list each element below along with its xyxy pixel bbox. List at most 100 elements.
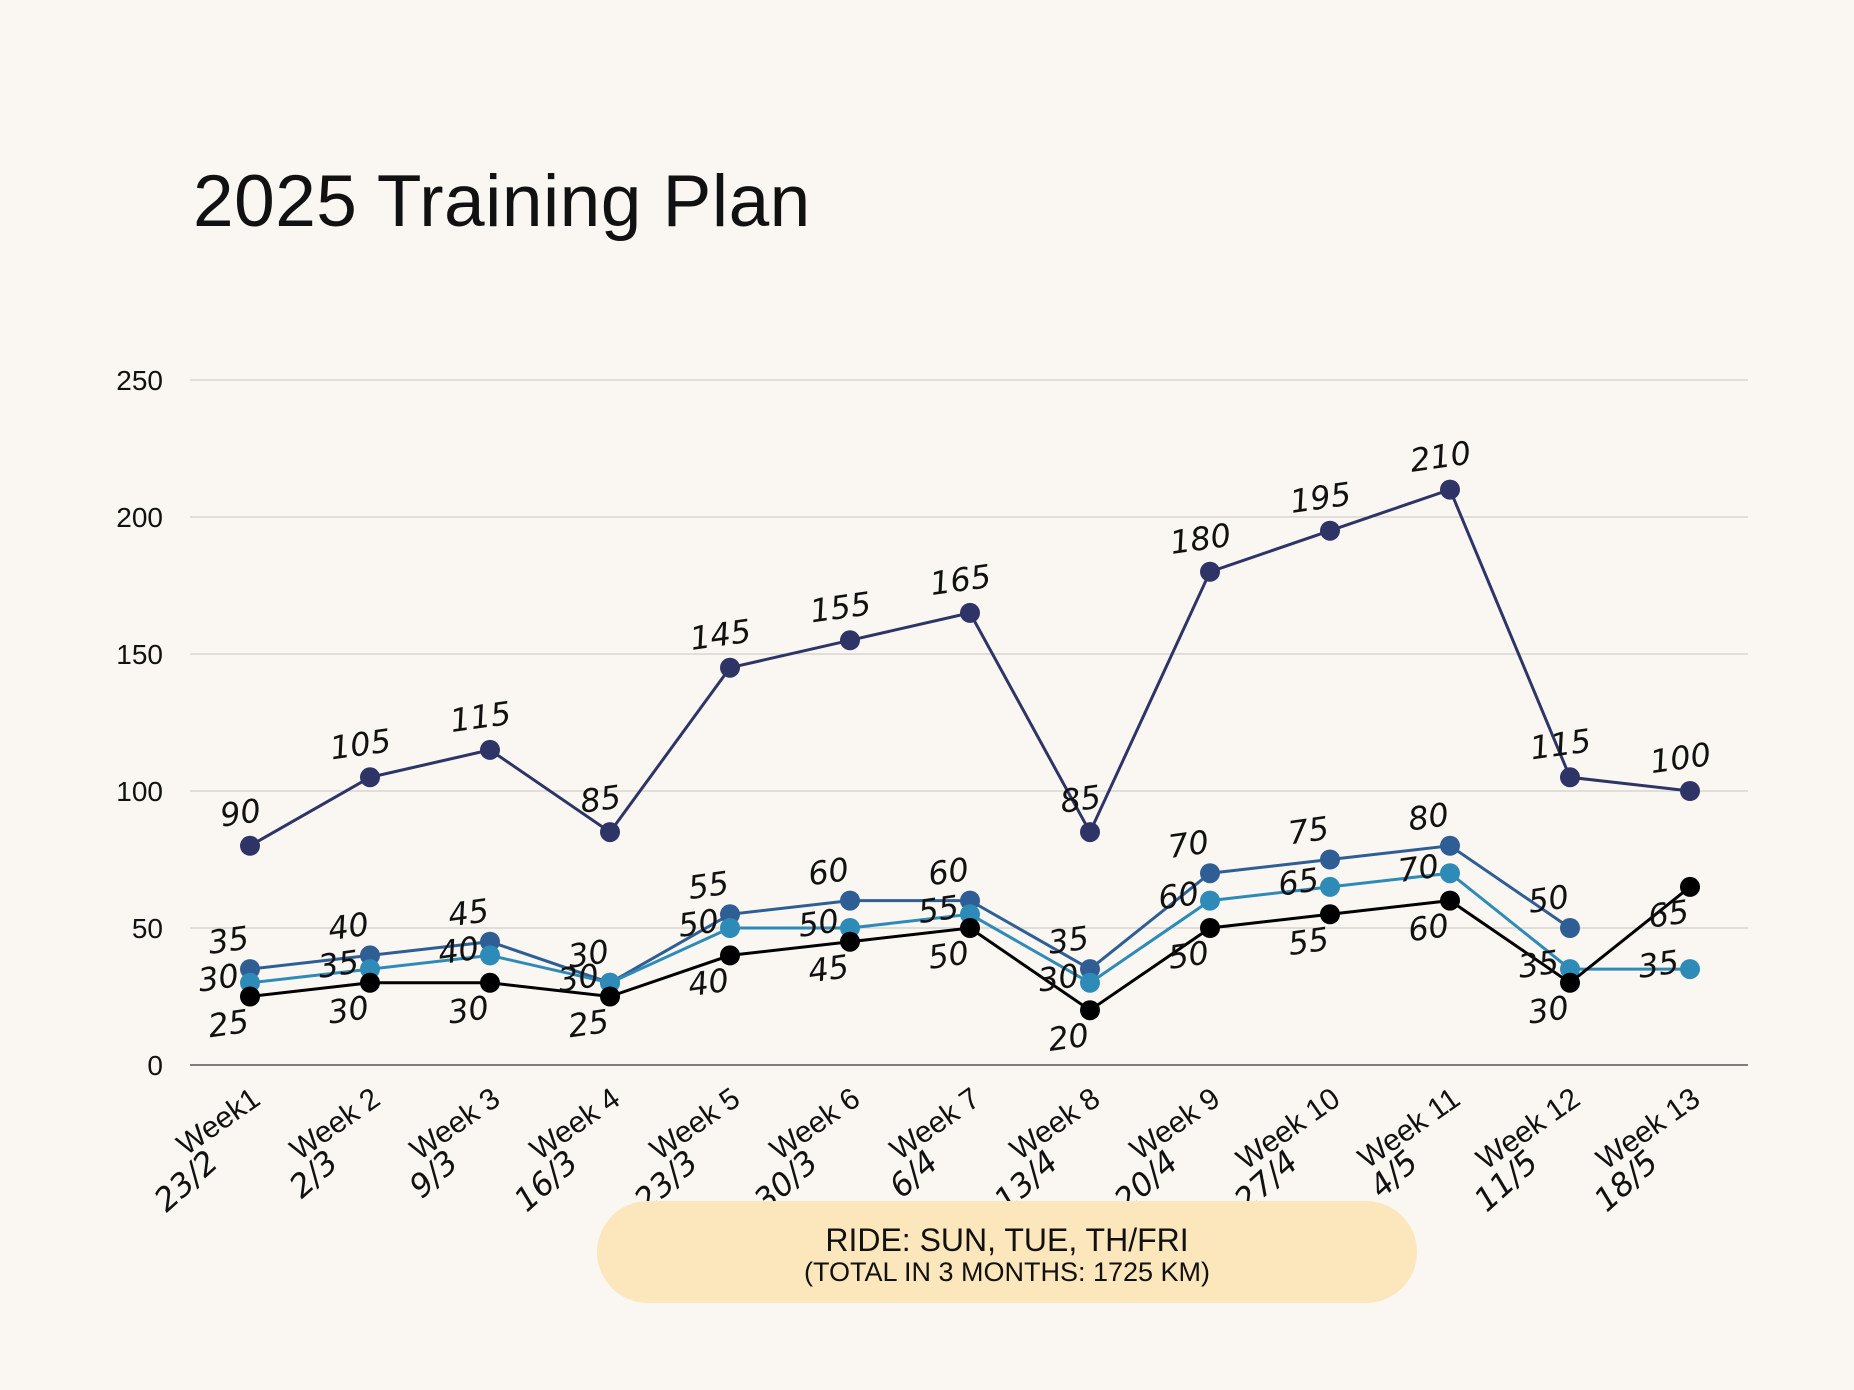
x-tick-label: Week 4 (524, 1082, 626, 1167)
data-point (480, 931, 500, 952)
data-label: 55 (686, 864, 732, 907)
series-3 (240, 863, 1700, 993)
data-label: 65 (1276, 860, 1322, 903)
data-label: 40 (436, 929, 482, 972)
data-point (360, 959, 380, 980)
data-point (1200, 890, 1220, 911)
data-label: 50 (1526, 877, 1572, 920)
x-tick-label: Week 8 (1004, 1082, 1106, 1167)
data-point (480, 945, 500, 966)
data-label: 115 (1528, 721, 1594, 767)
data-label: 90 (218, 791, 264, 834)
data-point (1080, 822, 1100, 843)
series-4 (240, 876, 1700, 1021)
data-label: 75 (1286, 809, 1332, 852)
data-point (1560, 959, 1580, 980)
data-point (1200, 561, 1220, 582)
x-tick-label: Week1 (171, 1082, 266, 1162)
note-total-distance: (TOTAL IN 3 MONTHS: 1725 KM) (803, 1257, 1211, 1287)
data-point (480, 972, 500, 993)
data-label: 55 (1286, 920, 1332, 963)
data-label: 155 (808, 584, 874, 630)
data-point (840, 931, 860, 952)
data-label: 145 (688, 612, 754, 658)
note-ride-days: RIDE: SUN, TUE, TH/FRI (825, 1222, 1189, 1258)
data-point (1200, 918, 1220, 938)
x-tick-label: Week 6 (764, 1082, 866, 1167)
data-point (840, 918, 860, 938)
series-lines (240, 479, 1700, 1021)
data-point (360, 972, 380, 993)
data-label: 65 (1646, 892, 1692, 935)
data-point (960, 918, 980, 938)
data-point (1440, 890, 1460, 911)
data-label: 85 (1058, 778, 1104, 821)
data-label: 45 (446, 891, 492, 934)
data-point (600, 972, 620, 993)
data-point (1320, 904, 1340, 925)
data-point (600, 986, 620, 1007)
data-point (1440, 479, 1460, 500)
data-point (1560, 767, 1580, 788)
data-label: 35 (1516, 943, 1562, 986)
data-label: 35 (206, 919, 252, 962)
data-point (1200, 863, 1220, 884)
data-point (240, 972, 260, 993)
series-2 (240, 835, 1580, 993)
data-label: 60 (1156, 874, 1202, 917)
data-point (360, 945, 380, 966)
data-label: 210 (1408, 434, 1474, 480)
data-label: 180 (1168, 516, 1234, 562)
data-label: 50 (796, 901, 842, 944)
data-label: 35 (1046, 919, 1092, 962)
data-label: 30 (1526, 988, 1572, 1031)
data-label: 30 (1036, 956, 1082, 999)
data-point (1680, 876, 1700, 897)
y-tick-label: 250 (116, 365, 163, 396)
data-label: 40 (686, 961, 732, 1004)
data-label: 80 (1406, 795, 1452, 838)
data-label: 50 (676, 901, 722, 944)
date-annotation: 9/3 (402, 1143, 466, 1206)
data-label: 50 (926, 933, 972, 976)
ride-schedule-note: RIDE: SUN, TUE, TH/FRI (TOTAL IN 3 MONTH… (597, 1201, 1417, 1303)
data-label: 30 (326, 988, 372, 1031)
data-label: 35 (316, 943, 362, 986)
y-tick-label: 200 (116, 502, 163, 533)
data-point (1320, 876, 1340, 897)
data-point (1320, 849, 1340, 870)
data-point (720, 904, 740, 925)
data-point (960, 904, 980, 925)
data-label: 70 (1166, 823, 1212, 866)
data-label: 100 (1648, 735, 1714, 781)
x-tick-label: Week 9 (1124, 1082, 1226, 1167)
y-tick-label: 100 (116, 776, 163, 807)
data-point (840, 630, 860, 651)
data-label: 30 (556, 956, 602, 999)
data-point (960, 602, 980, 623)
data-point (1560, 918, 1580, 938)
series-1 (240, 479, 1700, 856)
data-label: 50 (1166, 933, 1212, 976)
data-label: 55 (916, 888, 962, 931)
y-tick-label: 150 (116, 639, 163, 670)
data-point (1560, 972, 1580, 993)
data-point (600, 822, 620, 843)
data-point (360, 767, 380, 788)
data-point (1320, 520, 1340, 541)
data-point (840, 890, 860, 911)
x-tick-label: Week 2 (284, 1082, 386, 1167)
data-point (720, 918, 740, 938)
data-point (1080, 972, 1100, 993)
data-point (1440, 835, 1460, 856)
data-label: 85 (578, 778, 624, 821)
x-tick-label: Week 3 (404, 1082, 506, 1167)
data-point (720, 945, 740, 966)
chart-title: 2025 Training Plan (193, 161, 811, 242)
x-tick-label: Week 7 (884, 1082, 986, 1167)
x-axis-tick-labels: Week1 Week 2 Week 3 Week 4 Week 5 Week 6 Week … (171, 1082, 1706, 1177)
data-label: 115 (448, 694, 514, 740)
data-label: 195 (1288, 475, 1354, 521)
